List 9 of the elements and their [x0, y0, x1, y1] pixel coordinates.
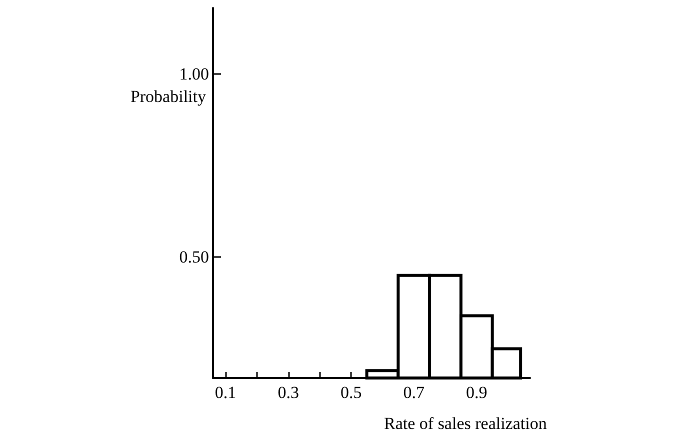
x-tick-label: 0.5 — [340, 383, 362, 402]
y-tick-label: 0.50 — [179, 248, 209, 267]
x-tick-label: 0.9 — [466, 383, 488, 402]
x-tick-label: 0.7 — [403, 383, 425, 402]
x-tick-label: 0.1 — [214, 383, 236, 402]
y-tick-label: 1.00 — [179, 64, 209, 84]
x-axis-title: Rate of sales realization — [384, 414, 548, 433]
y-axis-title: Probability — [130, 87, 206, 106]
x-tick-label: 0.3 — [278, 383, 299, 402]
